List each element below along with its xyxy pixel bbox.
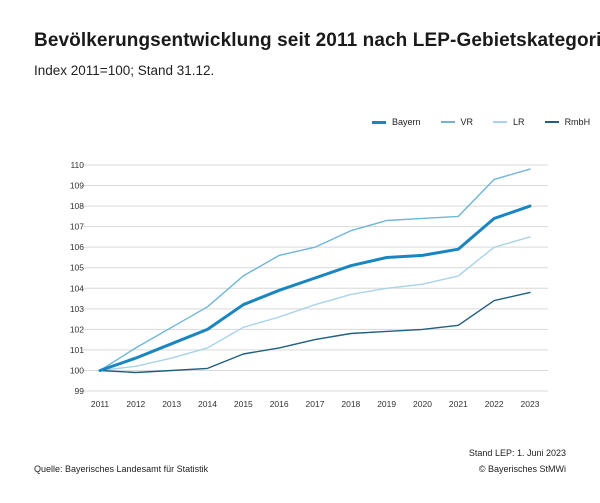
chart-subtitle: Index 2011=100; Stand 31.12. <box>34 63 215 78</box>
y-tick-label: 109 <box>70 181 84 191</box>
copyright-note: © Bayerisches StMWi <box>478 464 566 474</box>
x-tick-label: 2021 <box>449 399 468 409</box>
series-line-rmbh <box>99 291 531 374</box>
series-line-bayern <box>98 204 532 372</box>
legend-swatch-lr <box>493 121 508 123</box>
legend-swatch-rmbh <box>544 121 559 123</box>
x-tick-label: 2019 <box>377 399 396 409</box>
y-tick-label: 105 <box>70 263 84 273</box>
stand-lep-note: Stand LEP: 1. Juni 2023 <box>468 448 566 458</box>
series-line-vr <box>99 168 531 372</box>
legend-item-rmbh: RmbH <box>544 117 591 127</box>
y-tick-label: 110 <box>70 160 84 170</box>
legend-item-lr: LR <box>493 117 525 127</box>
legend: Bayern VR LR RmbH <box>372 117 590 127</box>
legend-swatch-vr <box>440 121 455 123</box>
x-tick-label: 2020 <box>413 399 432 409</box>
y-tick-label: 100 <box>70 365 84 375</box>
series-line-lr <box>99 236 531 372</box>
y-tick-label: 103 <box>70 304 84 314</box>
legend-label-lr: LR <box>513 117 525 127</box>
y-tick-label: 108 <box>70 201 84 211</box>
x-tick-label: 2011 <box>91 399 110 409</box>
x-tick-label: 2022 <box>485 399 504 409</box>
legend-item-bayern: Bayern <box>372 117 421 127</box>
y-tick-label: 107 <box>70 222 84 232</box>
legend-item-vr: VR <box>440 117 474 127</box>
legend-label-bayern: Bayern <box>392 117 421 127</box>
legend-swatch-bayern <box>372 120 386 124</box>
x-tick-label: 2017 <box>306 399 325 409</box>
legend-label-vr: VR <box>460 117 474 127</box>
x-tick-label: 2014 <box>198 399 217 409</box>
chart-title: Bevölkerungsentwicklung seit 2011 nach L… <box>34 30 600 51</box>
x-tick-label: 2018 <box>341 399 360 409</box>
y-tick-label: 101 <box>70 345 84 355</box>
y-tick-label: 102 <box>70 324 84 334</box>
x-tick-label: 2023 <box>521 399 540 409</box>
y-tick-label: 104 <box>70 283 84 293</box>
x-tick-label: 2015 <box>234 399 253 409</box>
y-tick-label: 99 <box>75 386 85 396</box>
x-tick-label: 2013 <box>162 399 181 409</box>
legend-label-rmbh: RmbH <box>564 117 591 127</box>
source-note: Quelle: Bayerisches Landesamt für Statis… <box>34 464 209 474</box>
x-tick-label: 2016 <box>270 399 289 409</box>
x-tick-label: 2012 <box>126 399 145 409</box>
y-tick-label: 106 <box>70 242 84 252</box>
